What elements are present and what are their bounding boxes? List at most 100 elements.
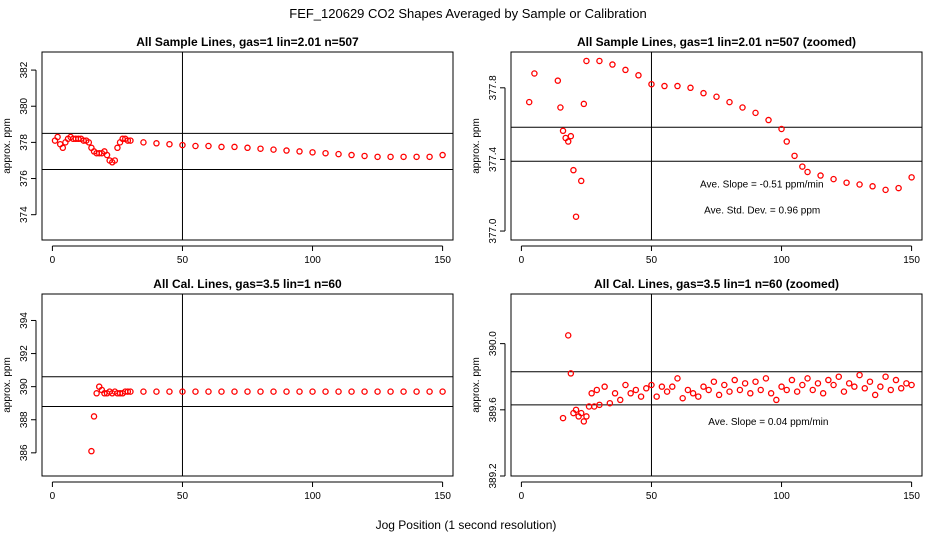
data-point xyxy=(88,447,95,455)
y-axis: 386 388 390 392 394 xyxy=(19,312,37,461)
data-point xyxy=(439,388,446,395)
y-tick-label: 389.6 xyxy=(488,397,499,422)
data-point xyxy=(283,147,290,154)
data-point xyxy=(270,146,277,153)
data-point xyxy=(882,186,889,194)
data-point xyxy=(413,388,420,395)
data-point xyxy=(689,390,697,397)
y-tick-label: 377.8 xyxy=(488,75,499,100)
y-tick-label: 386 xyxy=(19,444,30,461)
x-tick-label: 150 xyxy=(434,491,451,502)
x-tick-label: 50 xyxy=(646,255,658,266)
data-point xyxy=(296,148,303,155)
data-point xyxy=(231,388,238,395)
data-point xyxy=(374,388,381,395)
data-point xyxy=(606,399,614,407)
data-point xyxy=(601,383,608,390)
x-tick-label: 150 xyxy=(903,255,920,266)
data-point xyxy=(554,77,562,84)
data-point xyxy=(622,381,629,389)
data-point xyxy=(564,332,572,339)
data-point xyxy=(85,139,93,146)
data-point xyxy=(283,388,290,395)
data-point xyxy=(426,153,433,161)
y-axis-label: approx. ppm xyxy=(2,118,13,174)
data-point xyxy=(296,388,303,395)
x-tick-label: 150 xyxy=(434,255,451,266)
data-point xyxy=(627,390,634,397)
data-point xyxy=(903,380,910,387)
data-point xyxy=(577,409,585,417)
data-point xyxy=(192,388,199,395)
data-point xyxy=(596,57,603,65)
x-tick-label: 100 xyxy=(304,255,321,266)
panel-title: All Cal. Lines, gas=3.5 lin=1 n=60 xyxy=(153,277,342,291)
y-tick-label: 380 xyxy=(19,97,30,114)
data-point xyxy=(166,140,173,148)
x-tick-label: 100 xyxy=(773,255,790,266)
data-point xyxy=(892,376,900,384)
data-point xyxy=(877,383,884,390)
data-point xyxy=(726,98,733,106)
data-point xyxy=(400,388,407,395)
x-tick-label: 150 xyxy=(903,491,920,502)
data-point xyxy=(783,386,790,394)
data-point xyxy=(856,371,863,379)
data-point xyxy=(843,179,850,186)
data-point xyxy=(617,396,624,404)
x-tick-label: 0 xyxy=(50,491,56,502)
data-point xyxy=(244,144,251,152)
data-point xyxy=(809,386,816,394)
scatter-points xyxy=(51,133,446,166)
data-point xyxy=(179,141,186,149)
data-point xyxy=(767,390,775,397)
data-point xyxy=(757,386,764,394)
data-point xyxy=(257,145,264,152)
data-point xyxy=(179,388,186,395)
x-tick-label: 100 xyxy=(304,491,321,502)
panel-title: All Sample Lines, gas=1 lin=2.01 n=507 xyxy=(136,35,359,49)
data-point xyxy=(348,151,355,159)
data-point xyxy=(622,66,629,74)
data-point xyxy=(525,98,533,106)
scatter-points xyxy=(559,332,915,425)
data-point xyxy=(413,153,420,161)
x-tick-label: 0 xyxy=(50,255,56,266)
data-point xyxy=(804,375,811,382)
data-point xyxy=(684,386,692,394)
data-point xyxy=(897,385,905,392)
data-point xyxy=(153,388,160,395)
plot-frame xyxy=(510,51,923,241)
data-point xyxy=(793,388,801,395)
y-tick-label: 390.0 xyxy=(488,331,499,356)
x-tick-label: 100 xyxy=(773,491,790,502)
data-point xyxy=(583,413,590,420)
data-point xyxy=(559,414,567,422)
data-point xyxy=(426,388,433,395)
data-point xyxy=(596,401,603,409)
x-axis: 0 50 100 150 xyxy=(50,245,451,266)
data-point xyxy=(840,388,848,395)
data-point xyxy=(648,381,655,389)
y-tick-label: 394 xyxy=(19,312,30,329)
panel-1: All Sample Lines, gas=1 lin=2.01 n=507 0 5… xyxy=(2,35,454,266)
data-point xyxy=(580,418,588,425)
y-tick-label: 376 xyxy=(19,170,30,187)
data-point xyxy=(270,388,277,395)
plot-frame xyxy=(510,293,923,477)
data-point xyxy=(559,127,567,135)
data-point xyxy=(799,381,806,389)
data-point xyxy=(736,386,744,394)
y-axis-label: approx. ppm xyxy=(2,357,13,413)
x-tick-label: 50 xyxy=(646,491,658,502)
data-point xyxy=(361,152,368,160)
data-point xyxy=(103,151,111,159)
data-point xyxy=(387,388,394,395)
scatter-points xyxy=(88,383,446,455)
plot-frame xyxy=(41,51,454,241)
panel-3: All Cal. Lines, gas=3.5 lin=1 n=60 0 50 100… xyxy=(2,277,454,502)
data-point xyxy=(866,378,874,385)
data-point xyxy=(609,61,616,68)
data-point xyxy=(825,376,832,384)
data-point xyxy=(830,381,837,389)
